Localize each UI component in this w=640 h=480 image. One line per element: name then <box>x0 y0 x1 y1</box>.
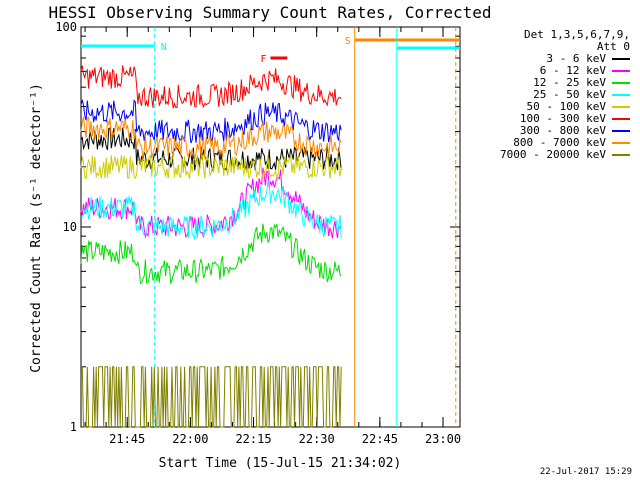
y-axis-label: Corrected Count Rate (s⁻¹ detector⁻¹) <box>29 83 44 373</box>
legend-label: 100 - 300 keV <box>519 112 606 125</box>
annotation-label-f: F <box>261 54 267 65</box>
legend-label: 7000 - 20000 keV <box>500 148 606 161</box>
x-tick-label: 22:00 <box>172 432 208 446</box>
x-axis-label: Start Time (15-Jul-15 21:34:02) <box>159 456 402 471</box>
legend-swatch <box>612 106 630 108</box>
legend-entry: 25 - 50 keV <box>533 88 630 101</box>
footer-date: 22-Jul-2017 15:29 <box>540 467 632 477</box>
legend-entry: 7000 - 20000 keV <box>500 148 630 161</box>
legend-entry: 50 - 100 keV <box>527 100 630 113</box>
y-tick-label: 10 <box>63 220 77 234</box>
legend-label: 12 - 25 keV <box>533 76 606 89</box>
legend-swatch <box>612 82 630 84</box>
legend-label: 50 - 100 keV <box>526 100 606 113</box>
annotation-label-n: N <box>161 42 167 53</box>
y-tick-label: 100 <box>55 20 77 34</box>
x-tick-label: 22:30 <box>299 432 335 446</box>
series-line-6 <box>80 98 342 144</box>
x-tick-label: 21:45 <box>109 432 145 446</box>
legend-label: 800 - 7000 keV <box>513 136 606 149</box>
x-tick-label: 23:00 <box>425 432 461 446</box>
legend-label: 3 - 6 keV <box>546 52 606 65</box>
legend-header: Att 0 <box>596 40 630 53</box>
legend-swatch <box>612 70 630 72</box>
series-line-7 <box>80 116 342 160</box>
legend-swatch <box>612 130 630 132</box>
annotation-label-s: S <box>345 36 351 47</box>
legend-header: Det 1,3,5,6,7,9, <box>524 28 630 41</box>
legend-entry: 300 - 800 keV <box>520 124 630 137</box>
series-line-1 <box>80 167 342 239</box>
legend-swatch <box>612 142 630 144</box>
series-line-8 <box>81 366 342 428</box>
legend-swatch <box>612 118 630 120</box>
legend-swatch <box>612 154 630 156</box>
legend-swatch <box>612 94 630 96</box>
y-tick-label: 1 <box>70 420 77 434</box>
x-tick-label: 22:45 <box>362 432 398 446</box>
legend-entry: 100 - 300 keV <box>520 112 630 125</box>
series-line-3 <box>80 179 342 241</box>
legend-entry: 6 - 12 keV <box>540 64 630 77</box>
series-line-2 <box>80 223 342 285</box>
series-line-4 <box>80 153 342 181</box>
legend-entry: 12 - 25 keV <box>533 76 630 89</box>
legend-label: 25 - 50 keV <box>533 88 606 101</box>
legend-label: 300 - 800 keV <box>519 124 606 137</box>
x-tick-label: 22:15 <box>235 432 271 446</box>
legend-swatch <box>612 58 630 60</box>
series-line-5 <box>80 65 342 109</box>
legend-label: 6 - 12 keV <box>539 64 606 77</box>
legend-entry: 800 - 7000 keV <box>513 136 630 149</box>
legend-entry: 3 - 6 keV <box>546 52 630 65</box>
chart-title: HESSI Observing Summary Count Rates, Cor… <box>48 3 491 22</box>
